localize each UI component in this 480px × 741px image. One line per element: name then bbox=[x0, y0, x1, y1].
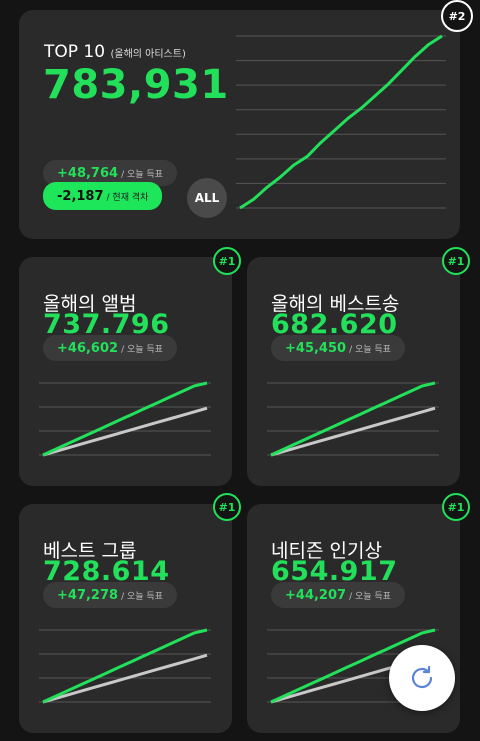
all-button[interactable]: ALL bbox=[187, 178, 227, 218]
best-group-title: 베스트 그룹 bbox=[43, 540, 137, 562]
album-card[interactable]: 올해의 앨범 737.796 +46,602/ 오늘 득표 bbox=[19, 257, 232, 486]
top10-chart bbox=[236, 34, 446, 210]
top10-value: 783,931 bbox=[43, 62, 229, 108]
refresh-icon bbox=[411, 665, 433, 689]
votes-line bbox=[42, 628, 208, 704]
comparison-line bbox=[42, 653, 208, 704]
netizen-card[interactable]: 네티즌 인기상 654.917 +44,207/ 오늘 득표 bbox=[247, 504, 460, 733]
netizen-today-votes: +44,207/ 오늘 득표 bbox=[271, 582, 405, 608]
best-song-value: 682.620 bbox=[271, 309, 398, 340]
top10-today-votes: +48,764/ 오늘 득표 bbox=[43, 160, 177, 186]
comparison-line bbox=[270, 406, 436, 457]
album-chart bbox=[39, 381, 211, 457]
rank-badge-album: #1 bbox=[213, 247, 241, 275]
votes-line bbox=[270, 628, 436, 704]
best-group-today-votes: +47,278/ 오늘 득표 bbox=[43, 582, 177, 608]
best-song-card[interactable]: 올해의 베스트송 682.620 +45,450/ 오늘 득표 bbox=[247, 257, 460, 486]
album-title: 올해의 앨범 bbox=[43, 293, 137, 315]
netizen-value: 654.917 bbox=[271, 556, 398, 587]
netizen-title: 네티즌 인기상 bbox=[271, 540, 382, 562]
best-song-chart bbox=[267, 381, 439, 457]
votes-line bbox=[239, 34, 443, 210]
top10-subtitle: (올해의 아티스트) bbox=[110, 49, 186, 60]
rank-badge-top10: #2 bbox=[441, 0, 473, 32]
top10-title: TOP 10 (올해의 아티스트) bbox=[44, 42, 186, 62]
best-song-today-votes: +45,450/ 오늘 득표 bbox=[271, 335, 405, 361]
top10-card[interactable]: TOP 10 (올해의 아티스트) 783,931 +48,764/ 오늘 득표… bbox=[19, 10, 460, 239]
rank-badge-best-song: #1 bbox=[442, 247, 470, 275]
best-song-title: 올해의 베스트송 bbox=[271, 293, 400, 315]
votes-line bbox=[42, 381, 208, 457]
votes-line bbox=[270, 381, 436, 457]
best-group-card[interactable]: 베스트 그룹 728.614 +47,278/ 오늘 득표 bbox=[19, 504, 232, 733]
best-group-chart bbox=[39, 628, 211, 704]
album-value: 737.796 bbox=[43, 309, 170, 340]
best-group-value: 728.614 bbox=[43, 556, 170, 587]
top10-gap: -2,187/ 현재 격차 bbox=[43, 182, 163, 210]
refresh-button[interactable] bbox=[389, 645, 455, 711]
album-today-votes: +46,602/ 오늘 득표 bbox=[43, 335, 177, 361]
comparison-line bbox=[42, 406, 208, 457]
rank-badge-netizen: #1 bbox=[442, 493, 470, 521]
rank-badge-best-group: #1 bbox=[213, 493, 241, 521]
